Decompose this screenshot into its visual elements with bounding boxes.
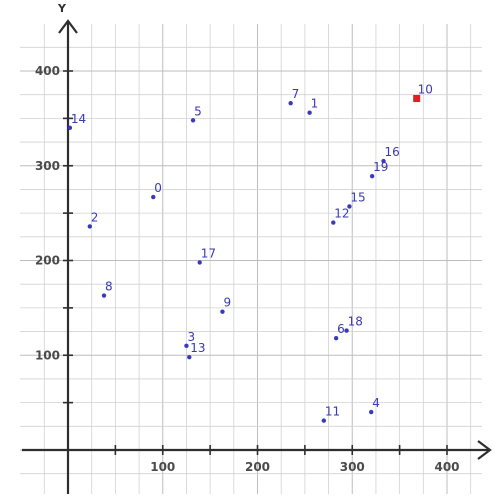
data-point-label-8: 8	[105, 280, 113, 294]
data-point-7	[288, 101, 293, 106]
data-point-label-6: 6	[337, 322, 345, 336]
data-point-label-17: 17	[201, 246, 216, 260]
data-point-label-15: 15	[350, 190, 365, 204]
data-point-15	[347, 204, 352, 209]
data-point-3	[184, 343, 189, 348]
axes	[22, 19, 492, 494]
data-point-label-3: 3	[187, 330, 195, 344]
data-point-label-19: 19	[373, 160, 388, 174]
data-point-9	[220, 309, 225, 314]
x-tick-label: 400	[434, 460, 459, 474]
data-point-label-2: 2	[91, 210, 99, 224]
y-tick-label: 100	[35, 348, 60, 362]
y-tick-label: 400	[35, 64, 60, 78]
grid	[20, 24, 482, 494]
data-point-label-7: 7	[292, 87, 300, 101]
data-point-10	[413, 94, 421, 102]
data-point-label-12: 12	[334, 207, 349, 221]
data-point-label-18: 18	[348, 315, 363, 329]
data-point-label-9: 9	[223, 296, 231, 310]
data-point-2	[87, 224, 92, 229]
data-point-label-5: 5	[194, 104, 202, 118]
data-point-18	[344, 328, 349, 333]
data-point-17	[197, 260, 202, 265]
data-point-label-11: 11	[325, 405, 340, 419]
data-point-5	[190, 118, 196, 123]
data-point-1	[307, 110, 312, 115]
data-point-label-1: 1	[311, 97, 319, 111]
data-point-label-16: 16	[385, 145, 400, 159]
data-point-label-14: 14	[71, 112, 86, 126]
data-point-0	[151, 194, 156, 200]
x-tick-label: 200	[245, 460, 270, 474]
data-point-label-0: 0	[154, 181, 162, 195]
data-point-label-10: 10	[418, 82, 433, 96]
data-point-13	[187, 354, 192, 360]
data-point-8	[101, 293, 107, 298]
data-point-4	[369, 409, 374, 415]
data-point-11	[321, 418, 327, 423]
data-point-12	[331, 220, 336, 225]
data-point-14	[67, 125, 73, 131]
y-axis-title: Y	[57, 2, 67, 15]
y-axis-arrow	[58, 19, 78, 34]
data-point-16	[381, 158, 386, 164]
data-point-label-4: 4	[372, 396, 380, 410]
y-tick-label: 300	[35, 159, 60, 173]
data-point-19	[369, 173, 375, 179]
data-point-6	[333, 335, 339, 341]
x-tick-label: 300	[340, 460, 365, 474]
y-tick-label: 200	[35, 254, 60, 268]
x-axis-arrow	[477, 440, 492, 460]
data-point-label-13: 13	[190, 341, 205, 355]
x-tick-label: 100	[150, 460, 175, 474]
